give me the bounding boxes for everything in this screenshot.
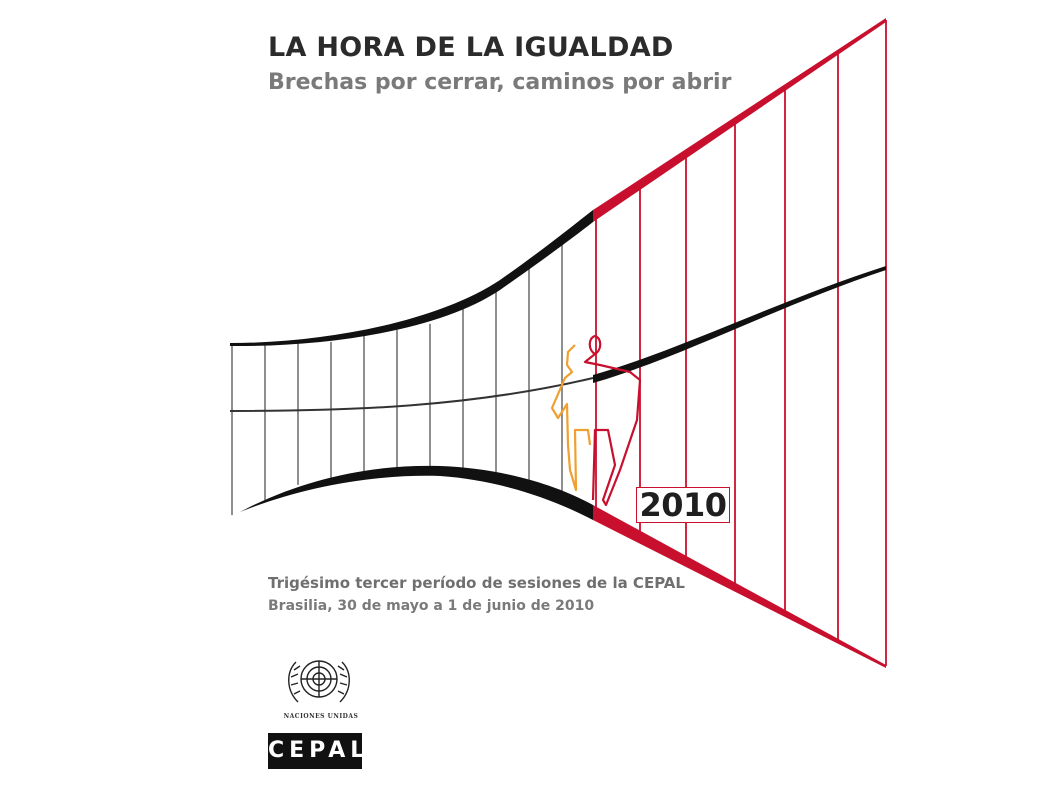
lower-black-band	[240, 465, 593, 520]
gray-vertical-lines	[231, 241, 563, 516]
human-figure-icon	[550, 334, 642, 507]
lower-red-band	[593, 505, 886, 668]
upper-red-band	[593, 18, 886, 222]
middle-line-right	[593, 266, 886, 383]
cover-subtitle: Brechas por cerrar, caminos por abrir	[268, 70, 732, 95]
year-label: 2010	[636, 487, 730, 523]
un-emblem-icon	[288, 660, 350, 703]
cepal-logo: CEPAL	[268, 733, 364, 769]
place-date: Brasilia, 30 de mayo a 1 de junio de 201…	[268, 598, 595, 614]
middle-line-left	[229, 377, 594, 412]
session-title: Trigésimo tercer período de sesiones de …	[268, 574, 685, 592]
upper-black-band	[230, 210, 593, 347]
un-name-label: NACIONES UNIDAS	[283, 713, 359, 720]
cover-title: LA HORA DE LA IGUALDAD	[268, 32, 674, 63]
